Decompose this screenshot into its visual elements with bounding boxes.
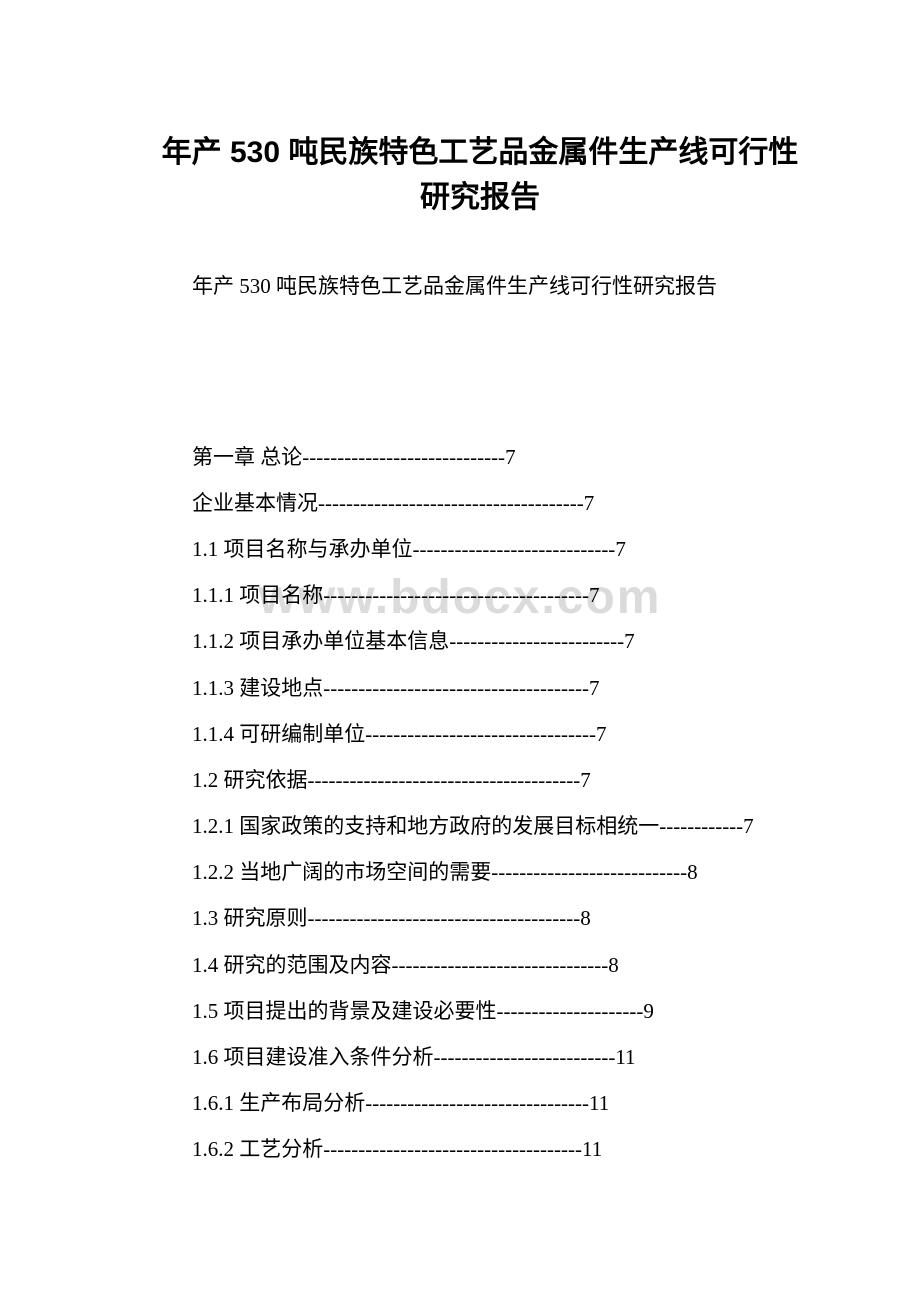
toc-page: 8 bbox=[687, 860, 698, 884]
toc-label: 1.6.1 生产布局分析 bbox=[192, 1091, 365, 1115]
toc-leader: --------------------------------------- bbox=[308, 768, 581, 792]
toc-leader: ------------------------------------- bbox=[323, 1137, 582, 1161]
toc-entry: 1.1.3 建设地点------------------------------… bbox=[150, 665, 810, 711]
toc-page: 8 bbox=[580, 906, 591, 930]
toc-label: 1.1.2 项目承办单位基本信息 bbox=[192, 629, 449, 653]
toc-leader: -------------------------------------- bbox=[323, 583, 589, 607]
toc-entry: 1.2 研究依据--------------------------------… bbox=[150, 757, 810, 803]
toc-page: 7 bbox=[589, 676, 600, 700]
toc-entry: 1.6.2 工艺分析------------------------------… bbox=[150, 1126, 810, 1172]
toc-label: 1.1.1 项目名称 bbox=[192, 583, 323, 607]
toc-entry: 第一章 总论-----------------------------7 bbox=[150, 434, 810, 480]
toc-page: 7 bbox=[505, 445, 516, 469]
toc-leader: --------------------------------- bbox=[365, 722, 596, 746]
toc-label: 1.4 研究的范围及内容 bbox=[192, 953, 392, 977]
toc-entry: 1.4 研究的范围及内容----------------------------… bbox=[150, 942, 810, 988]
toc-label: 第一章 总论 bbox=[192, 445, 302, 469]
toc-leader: ------------------------- bbox=[449, 629, 624, 653]
toc-entry: 1.2.1 国家政策的支持和地方政府的发展目标相统一------------7 bbox=[150, 803, 810, 849]
toc-leader: -------------------------- bbox=[434, 1045, 616, 1069]
toc-leader: --------------------- bbox=[497, 999, 644, 1023]
toc-label: 1.1 项目名称与承办单位 bbox=[192, 537, 413, 561]
toc-leader: ------------------------------- bbox=[392, 953, 609, 977]
toc-label: 1.2.1 国家政策的支持和地方政府的发展目标相统一 bbox=[192, 814, 659, 838]
toc-label: 1.2.2 当地广阔的市场空间的需要 bbox=[192, 860, 491, 884]
toc-page: 8 bbox=[608, 953, 619, 977]
toc-entry: 企业基本情况----------------------------------… bbox=[150, 480, 810, 526]
document-page: 年产 530 吨民族特色工艺品金属件生产线可行性研究报告 年产 530 吨民族特… bbox=[0, 0, 920, 1233]
toc-page: 7 bbox=[624, 629, 635, 653]
document-title: 年产 530 吨民族特色工艺品金属件生产线可行性研究报告 bbox=[150, 130, 810, 220]
toc-label: 1.6 项目建设准入条件分析 bbox=[192, 1045, 434, 1069]
document-subtitle: 年产 530 吨民族特色工艺品金属件生产线可行性研究报告 bbox=[150, 270, 810, 304]
toc-page: 11 bbox=[615, 1045, 635, 1069]
table-of-contents: 第一章 总论-----------------------------7 企业基… bbox=[150, 434, 810, 1173]
toc-page: 7 bbox=[596, 722, 607, 746]
toc-entry: 1.1.1 项目名称------------------------------… bbox=[150, 572, 810, 618]
toc-label: 1.1.4 可研编制单位 bbox=[192, 722, 365, 746]
toc-label: 1.6.2 工艺分析 bbox=[192, 1137, 323, 1161]
toc-entry: 1.1 项目名称与承办单位---------------------------… bbox=[150, 526, 810, 572]
toc-label: 1.2 研究依据 bbox=[192, 768, 308, 792]
toc-leader: ----------------------------- bbox=[302, 445, 505, 469]
toc-leader: ----------------------------- bbox=[413, 537, 616, 561]
toc-leader: -------------------------------- bbox=[365, 1091, 589, 1115]
toc-entry: 1.3 研究原则--------------------------------… bbox=[150, 895, 810, 941]
toc-page: 11 bbox=[589, 1091, 609, 1115]
toc-page: 7 bbox=[589, 583, 600, 607]
toc-label: 1.5 项目提出的背景及建设必要性 bbox=[192, 999, 497, 1023]
toc-entry: 1.2.2 当地广阔的市场空间的需要----------------------… bbox=[150, 849, 810, 895]
toc-leader: -------------------------------------- bbox=[318, 491, 584, 515]
toc-page: 9 bbox=[643, 999, 654, 1023]
toc-entry: 1.6 项目建设准入条件分析--------------------------… bbox=[150, 1034, 810, 1080]
toc-leader: -------------------------------------- bbox=[323, 676, 589, 700]
toc-page: 7 bbox=[580, 768, 591, 792]
toc-label: 企业基本情况 bbox=[192, 491, 318, 515]
toc-leader: ------------ bbox=[659, 814, 743, 838]
toc-page: 11 bbox=[582, 1137, 602, 1161]
toc-page: 7 bbox=[743, 814, 754, 838]
toc-label: 1.1.3 建设地点 bbox=[192, 676, 323, 700]
toc-page: 7 bbox=[615, 537, 626, 561]
toc-leader: --------------------------------------- bbox=[308, 906, 581, 930]
toc-entry: 1.1.2 项目承办单位基本信息------------------------… bbox=[150, 618, 810, 664]
toc-leader: ---------------------------- bbox=[491, 860, 687, 884]
toc-entry: 1.6.1 生产布局分析----------------------------… bbox=[150, 1080, 810, 1126]
toc-entry: 1.1.4 可研编制单位----------------------------… bbox=[150, 711, 810, 757]
toc-label: 1.3 研究原则 bbox=[192, 906, 308, 930]
toc-entry: 1.5 项目提出的背景及建设必要性---------------------9 bbox=[150, 988, 810, 1034]
toc-page: 7 bbox=[584, 491, 595, 515]
